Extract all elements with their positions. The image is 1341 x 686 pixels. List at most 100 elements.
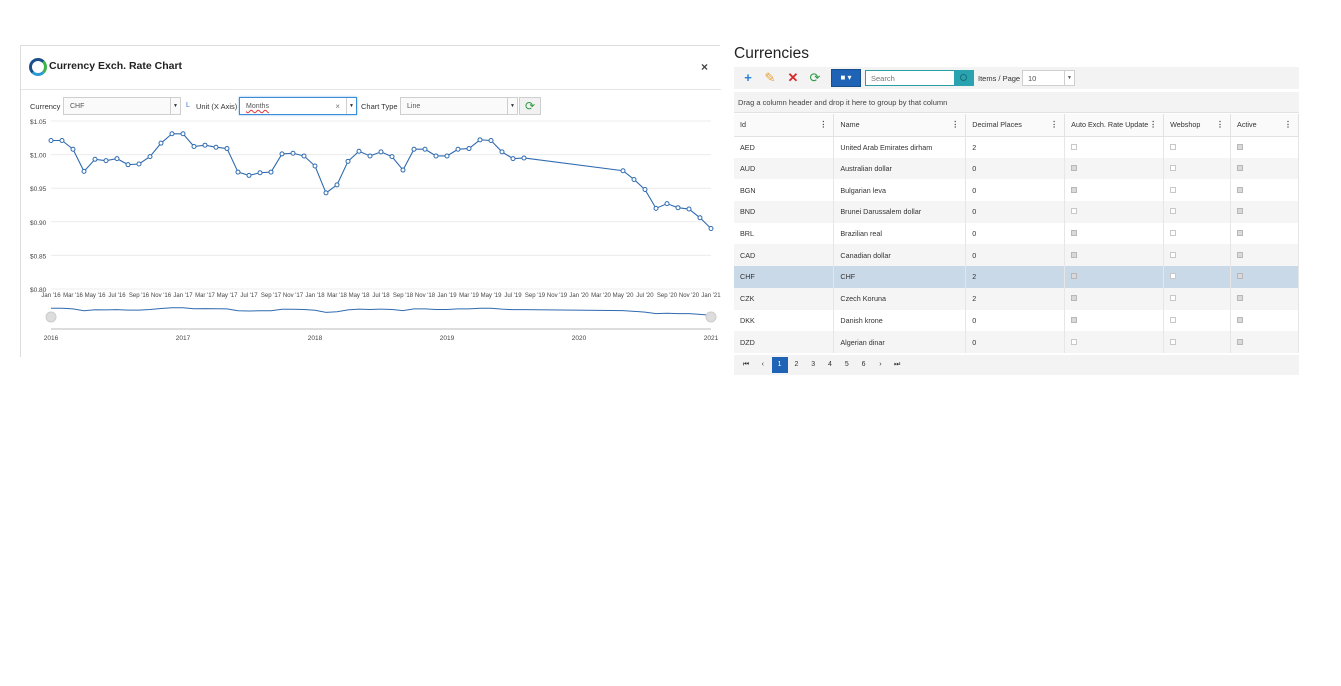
column-header[interactable]: Decimal Places ⋮ [965, 114, 1066, 137]
data-point [169, 131, 175, 137]
x-tick-label: Mar '16 [63, 293, 83, 299]
table-row[interactable]: DZD Algerian dinar 0 [734, 331, 1299, 353]
prev-page-icon[interactable]: ‹ [761, 361, 764, 368]
table-row[interactable]: AED United Arab Emirates dirham 2 [734, 136, 1299, 158]
chevron-down-icon[interactable]: ▼ [1064, 71, 1074, 85]
active-checkbox[interactable] [1237, 316, 1244, 323]
chart-type-select[interactable]: Line ▼ [400, 97, 518, 115]
group-drop-area[interactable]: Drag a column header and drop it here to… [734, 92, 1299, 113]
table-row[interactable]: AUD Australian dollar 0 [734, 157, 1299, 180]
table-row[interactable]: BRL Brazilian real 0 [734, 222, 1299, 245]
auto-exch-rate-checkbox[interactable] [1071, 230, 1078, 237]
search-button[interactable] [954, 70, 974, 86]
data-point [158, 140, 164, 146]
last-page-icon[interactable]: ⏭ [894, 361, 901, 368]
webshop-checkbox[interactable] [1170, 165, 1177, 172]
auto-exch-rate-checkbox[interactable] [1071, 295, 1078, 302]
unit-label: Unit (X Axis) [196, 102, 238, 111]
column-header-label: Id [740, 120, 746, 130]
chevron-down-icon[interactable]: ▼ [346, 98, 356, 114]
active-checkbox[interactable] [1237, 230, 1244, 237]
active-checkbox[interactable] [1237, 295, 1244, 302]
column-header[interactable]: Webshop ⋮ [1163, 114, 1232, 137]
auto-exch-rate-checkbox[interactable] [1071, 143, 1078, 150]
first-page-icon[interactable]: ⏮ [742, 361, 750, 368]
page-button[interactable]: 3 [811, 361, 816, 368]
search-input[interactable] [865, 70, 955, 86]
table-row[interactable]: BND Brunei Darussalem dollar 0 [734, 201, 1299, 223]
auto-exch-rate-checkbox[interactable] [1071, 338, 1078, 345]
page-button[interactable]: 1 [771, 357, 788, 373]
column-menu-icon[interactable]: ⋮ [819, 120, 828, 129]
data-point [631, 176, 637, 182]
webshop-cell [1163, 222, 1232, 245]
column-header[interactable]: Active ⋮ [1230, 114, 1299, 137]
series-line [51, 133, 712, 229]
webshop-checkbox[interactable] [1170, 316, 1177, 323]
page-button[interactable]: 2 [794, 361, 799, 368]
navigator-year-label: 2020 [572, 335, 587, 342]
auto-exch-rate-checkbox[interactable] [1071, 208, 1078, 215]
data-point [400, 167, 406, 173]
data-point [521, 155, 527, 161]
webshop-checkbox[interactable] [1170, 273, 1177, 280]
table-row[interactable]: CAD Canadian dollar 0 [734, 244, 1299, 267]
refresh-chart-button[interactable]: ⟳ [519, 97, 541, 115]
chevron-down-icon[interactable]: ▼ [170, 98, 180, 114]
active-checkbox[interactable] [1237, 165, 1244, 172]
edit-button[interactable]: ✎ [761, 69, 779, 87]
active-checkbox[interactable] [1237, 338, 1244, 345]
items-per-page-value: 10 [1028, 74, 1037, 83]
active-checkbox[interactable] [1237, 273, 1244, 280]
close-icon[interactable]: × [701, 60, 709, 74]
auto-exch-rate-checkbox[interactable] [1071, 316, 1078, 323]
column-menu-icon[interactable]: ⋮ [951, 120, 960, 129]
webshop-checkbox[interactable] [1170, 208, 1177, 215]
auto-exch-rate-checkbox[interactable] [1071, 165, 1078, 172]
column-header[interactable]: Id ⋮ [734, 114, 835, 137]
active-checkbox[interactable] [1237, 208, 1244, 215]
active-checkbox[interactable] [1237, 186, 1244, 193]
table-row[interactable]: DKK Danish krone 0 [734, 309, 1299, 332]
x-tick-label: Nov '20 [679, 293, 700, 299]
delete-button[interactable]: ✕ [784, 69, 802, 87]
webshop-checkbox[interactable] [1170, 230, 1177, 237]
export-dropdown-button[interactable]: ■ ▾ [831, 69, 861, 87]
column-menu-icon[interactable]: ⋮ [1284, 120, 1292, 129]
data-point [279, 151, 285, 157]
chevron-down-icon[interactable]: ▼ [507, 98, 517, 114]
column-menu-icon[interactable]: ⋮ [1149, 120, 1158, 129]
auto-exch-rate-checkbox[interactable] [1071, 273, 1078, 280]
webshop-checkbox[interactable] [1170, 251, 1177, 258]
column-header[interactable]: Name ⋮ [833, 114, 967, 137]
auto-exch-rate-checkbox[interactable] [1071, 186, 1078, 193]
x-tick-label: Sep '20 [657, 293, 678, 299]
refresh-button[interactable]: ⟳ [806, 69, 824, 87]
column-menu-icon[interactable]: ⋮ [1050, 120, 1059, 129]
x-tick-label: Nov '19 [547, 293, 568, 299]
currencies-panel: Currencies + ✎ ✕ ⟳ ■ ▾ Items / Page 10 ▼… [734, 45, 1299, 375]
table-row[interactable]: BGN Bulgarian leva 0 [734, 179, 1299, 202]
page-button[interactable]: 4 [828, 361, 832, 368]
page-button[interactable]: 6 [861, 361, 866, 368]
webshop-checkbox[interactable] [1170, 295, 1177, 302]
webshop-checkbox[interactable] [1170, 143, 1177, 150]
page-button[interactable]: 5 [844, 361, 849, 368]
active-checkbox[interactable] [1237, 251, 1244, 258]
items-per-page-select[interactable]: 10 ▼ [1022, 70, 1075, 86]
webshop-checkbox[interactable] [1170, 186, 1177, 193]
data-point [290, 150, 296, 156]
currency-select[interactable]: CHF ▼ [63, 97, 181, 115]
webshop-checkbox[interactable] [1170, 338, 1177, 345]
auto-exch-rate-checkbox[interactable] [1071, 251, 1078, 258]
unit-select[interactable]: Months × ▼ [239, 97, 357, 115]
table-row[interactable]: CZK Czech Koruna 2 [734, 287, 1299, 310]
next-page-icon[interactable]: › [879, 361, 882, 368]
table-row[interactable]: CHF CHF 2 [734, 266, 1299, 288]
active-checkbox[interactable] [1237, 143, 1244, 150]
x-tick-label: May '18 [349, 293, 370, 299]
column-menu-icon[interactable]: ⋮ [1216, 120, 1225, 129]
add-button[interactable]: + [739, 69, 757, 87]
column-header[interactable]: Auto Exch. Rate Update ⋮ [1064, 114, 1165, 137]
clear-icon[interactable]: × [335, 102, 340, 111]
